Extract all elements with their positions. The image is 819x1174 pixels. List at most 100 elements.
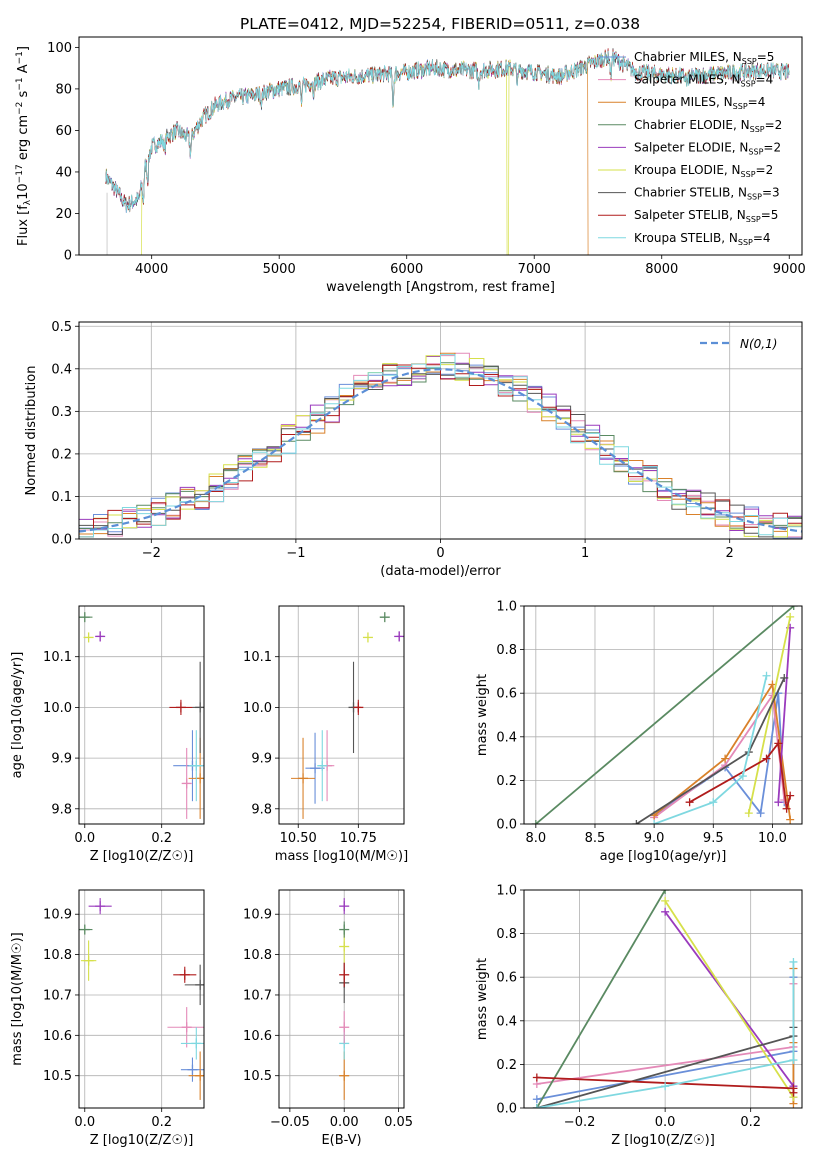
legend-label: Salpeter MILES, NSSP=4: [634, 73, 773, 89]
weight-marker: [531, 820, 540, 824]
histogram-series: [79, 354, 802, 538]
errorbar-point: [188, 1051, 204, 1100]
x-tick-label: 4000: [135, 262, 168, 277]
x-tick-label: 10.50: [280, 831, 317, 846]
weight-marker: [789, 1088, 798, 1097]
x-tick-label: 0.2: [151, 831, 172, 846]
y-tick-label: 80: [55, 82, 72, 97]
x-tick-label: 0: [436, 546, 444, 561]
weight-marker: [661, 907, 670, 916]
x-tick-label: 8.5: [585, 831, 606, 846]
weight-marker: [756, 809, 765, 818]
errorbar-points: [339, 898, 350, 1100]
y-tick-label: 0.0: [496, 818, 517, 833]
y-tick-label: 10.5: [243, 1069, 272, 1084]
x-tick-label: 1: [581, 546, 589, 561]
errorbar-points: [79, 612, 204, 819]
errorbar-point: [184, 964, 204, 1006]
y-tick-label: 40: [55, 165, 72, 180]
x-axis-label: E(B-V): [321, 1133, 361, 1148]
y-tick-label: 10.6: [43, 1029, 72, 1044]
weight-marker: [709, 798, 718, 807]
y-tick-label: 10.1: [43, 650, 72, 665]
errorbar-point: [181, 747, 192, 819]
weight-lines: [531, 606, 798, 824]
weight-marker: [650, 820, 659, 824]
mass-vs-ebv-panel: −0.05 0.00 0.05 10.5 10.6 10.7 10.8 10.9 E(B-V): [243, 889, 413, 1148]
y-tick-label: 0.0: [51, 533, 72, 548]
y-tick-label: 10.1: [243, 650, 272, 665]
errorbar-point: [95, 631, 106, 642]
errorbar-point: [317, 730, 328, 802]
axes-frame: [78, 36, 803, 256]
y-tick-label: 0.3: [51, 405, 72, 420]
x-tick-label: 0.0: [74, 831, 95, 846]
x-tick-label: 5000: [263, 262, 296, 277]
x-tick-label: 6000: [390, 262, 423, 277]
legend-label: Chabrier STELIB, NSSP=3: [634, 186, 780, 202]
y-axis-label: mass weight: [475, 958, 490, 1040]
axes-frame: [523, 605, 803, 825]
x-tick-label: 0.2: [151, 1115, 172, 1130]
x-axis-label: Z [log10(Z/Z☉)]: [611, 1133, 715, 1148]
errorbar-point: [339, 1011, 350, 1044]
y-tick-label: 0.6: [496, 687, 517, 702]
weight-marker: [762, 754, 771, 763]
y-tick-label: 10.9: [43, 908, 72, 923]
y-tick-label: 0.4: [496, 1014, 517, 1029]
legend-label: Salpeter STELIB, NSSP=5: [634, 208, 778, 224]
y-tick-label: 0.4: [51, 362, 72, 377]
y-tick-label: 10.0: [243, 701, 272, 716]
x-axis-label: Z [log10(Z/Z☉)]: [90, 1133, 194, 1148]
histogram-lines: [79, 352, 802, 539]
y-tick-label: 0: [64, 249, 72, 264]
weight-marker: [780, 673, 789, 682]
x-tick-label: 10.75: [340, 831, 377, 846]
weight-marker: [789, 1056, 798, 1065]
x-tick-label: 9000: [773, 262, 806, 277]
y-axis-label: age [log10(age/yr)]: [10, 652, 25, 779]
x-axis-label: wavelength [Angstrom, rest frame]: [326, 280, 555, 295]
x-tick-label: 0.0: [74, 1115, 95, 1130]
y-tick-label: 10.7: [43, 988, 72, 1003]
weight-marker: [786, 815, 795, 824]
x-tick-label: 9.0: [644, 831, 665, 846]
weight-marker: [744, 809, 753, 818]
x-tick-label: 0.2: [740, 1115, 761, 1130]
y-tick-label: 10.7: [243, 988, 272, 1003]
weight-marker: [774, 798, 783, 807]
y-tick-label: 1.0: [496, 600, 517, 615]
errorbar-points: [291, 612, 404, 819]
y-tick-label: 0.4: [496, 730, 517, 745]
massweight-vs-Z-panel: −0.2 0.0 0.2 0.0 0.2 0.4 0.6 0.8 1.0 Z [log10(Z/Z…: [475, 884, 803, 1148]
y-tick-label: 10.8: [243, 948, 272, 963]
y-tick-label: 9.9: [51, 752, 72, 767]
weight-marker: [661, 890, 670, 894]
x-tick-label: 0.0: [655, 1115, 676, 1130]
y-tick-label: 9.8: [51, 802, 72, 817]
errorbar-point: [180, 1027, 204, 1060]
errorbar-point: [379, 612, 390, 623]
x-axis-label: Z [log10(Z/Z☉)]: [90, 849, 194, 864]
errorbar-points: [79, 898, 204, 1100]
legend-label: Kroupa STELIB, NSSP=4: [634, 231, 771, 247]
errorbar-point: [79, 924, 93, 935]
x-tick-label: 0.05: [384, 1115, 413, 1130]
weight-marker: [738, 772, 747, 781]
x-axis-label: (data-model)/error: [380, 564, 501, 579]
age-vs-Z-panel: 0.0 0.2 9.8 9.9 10.0 10.1 Z [log10(Z/Z☉)] age […: [10, 605, 205, 864]
x-tick-label: −2: [142, 546, 161, 561]
y-tick-label: 100: [47, 41, 72, 56]
weight-marker: [721, 754, 730, 763]
legend-label: Chabrier ELODIE, NSSP=2: [634, 118, 782, 134]
weight-series: [535, 606, 795, 824]
axes-frame: [78, 605, 205, 825]
weight-series: [664, 900, 795, 1098]
x-tick-label: −1: [286, 546, 305, 561]
errorbar-point: [305, 732, 325, 804]
errorbar-point: [362, 632, 373, 643]
errorbar-point: [339, 898, 350, 915]
panels: 4000 5000 6000 7000 8000 9000020406080100wave…: [10, 36, 806, 1148]
y-tick-label: 0.2: [51, 447, 72, 462]
figure-title: PLATE=0412, MJD=52254, FIBERID=0511, z=0…: [240, 15, 640, 33]
